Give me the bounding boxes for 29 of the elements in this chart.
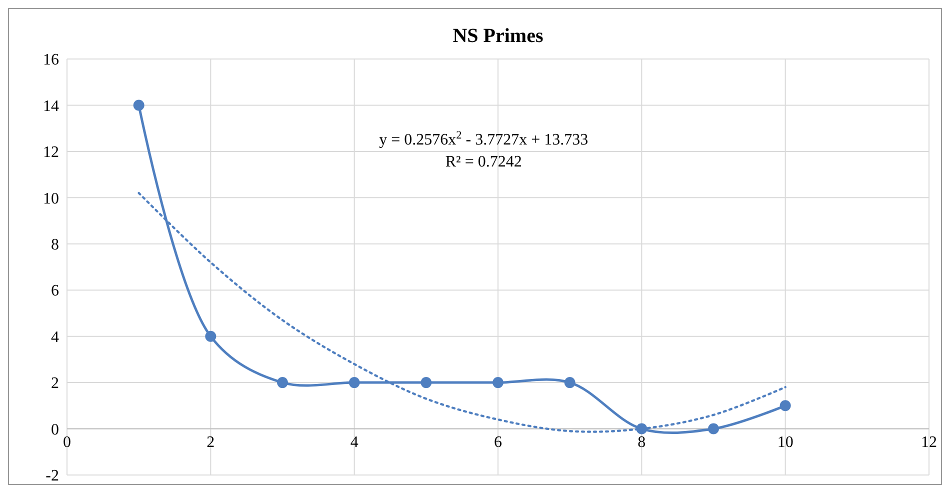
point	[348, 377, 360, 388]
x-tick-label: 0	[63, 434, 71, 451]
point	[133, 100, 144, 111]
y-tick-label: 16	[43, 52, 59, 69]
x-tick-label: 10	[777, 434, 794, 451]
y-tick-label: 4	[51, 328, 59, 346]
x-tick-label: 4	[350, 434, 358, 451]
y-tick-label: 6	[51, 282, 59, 300]
annotation: R² = 0.7242	[445, 154, 522, 171]
point	[420, 377, 432, 388]
y-tick-label: 8	[51, 236, 59, 254]
point	[205, 330, 216, 342]
point	[708, 423, 719, 434]
x-tick-label: 8	[638, 434, 646, 451]
x-tick-label: 12	[921, 434, 937, 451]
y-tick-label: 2	[51, 375, 59, 392]
chart-title: NS Primes	[452, 25, 544, 47]
point	[277, 377, 288, 388]
y-tick-label: 10	[43, 190, 59, 208]
x-tick-label: 6	[494, 434, 502, 451]
y-tick-label: 14	[43, 98, 59, 115]
y-tick-label: 12	[43, 144, 59, 162]
point	[564, 377, 576, 388]
y-tick-label: -2	[46, 468, 59, 485]
x-tick-label: 2	[206, 434, 215, 451]
point	[492, 377, 504, 388]
point	[780, 400, 791, 412]
y-tick-label: 0	[51, 421, 59, 438]
annotation: y = 0.2576x$^{2}$ - 3.7727x + 13.733	[379, 130, 588, 149]
